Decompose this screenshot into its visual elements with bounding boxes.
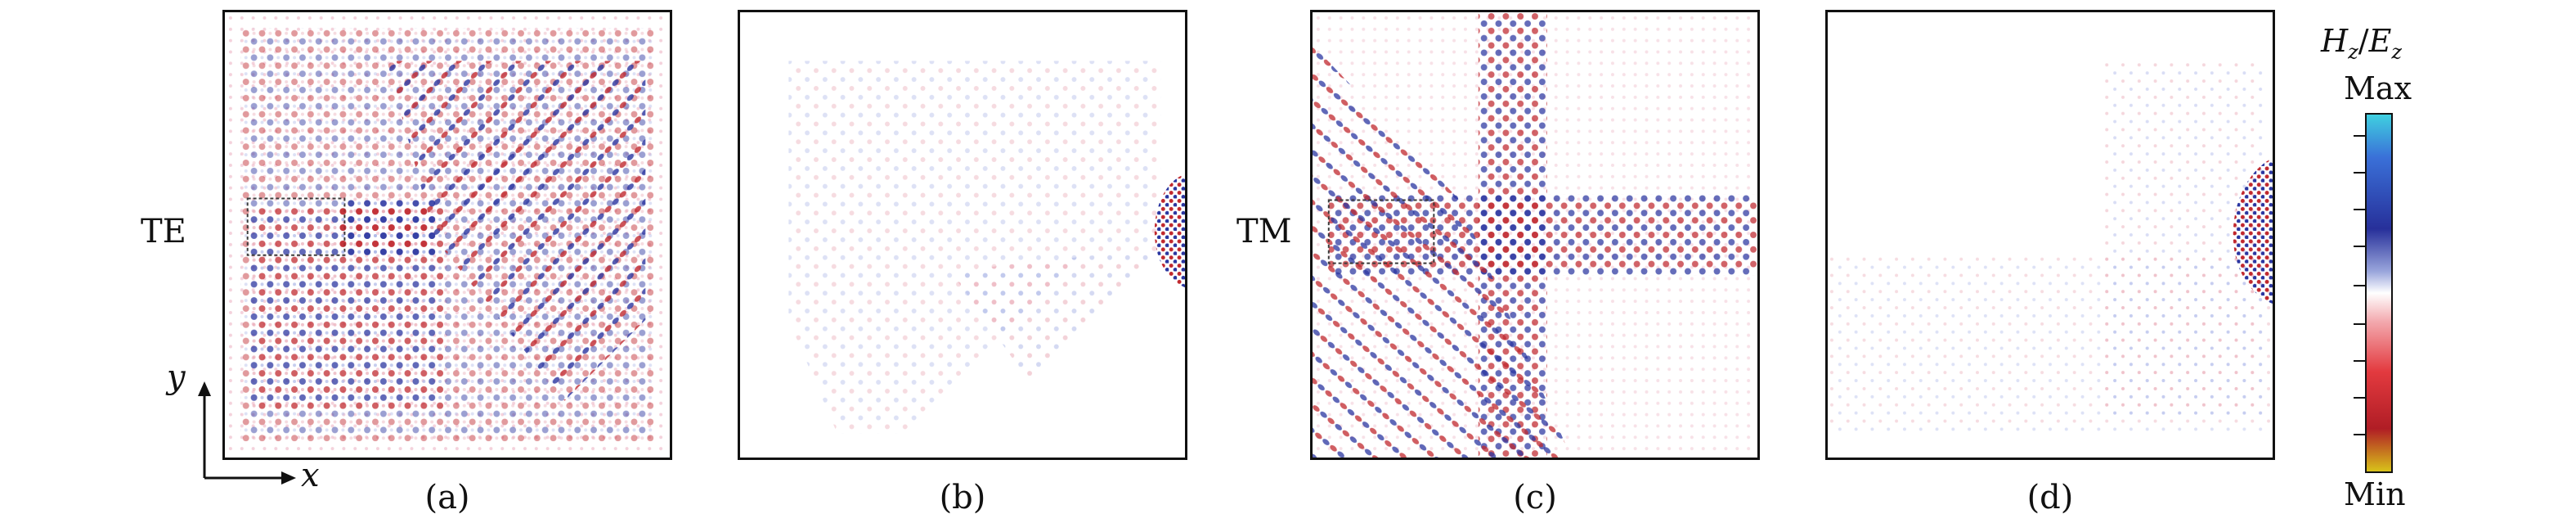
field-panel-a (222, 10, 672, 460)
colorbar-tick (2354, 360, 2365, 362)
colorbar-title-h: H (2321, 23, 2349, 59)
y-axis-label: y (167, 358, 186, 396)
panel-label-c: (c) (1513, 479, 1557, 516)
x-axis-label: x (301, 457, 320, 494)
colorbar-title: Hz/Ez (2321, 23, 2402, 64)
colorbar-tick (2354, 209, 2365, 210)
field-panel-c (1310, 10, 1760, 460)
x-axis-arrowhead (281, 471, 296, 485)
colorbar-max-label: Max (2344, 70, 2412, 106)
colorbar-tick (2354, 434, 2365, 435)
panel-label-d: (d) (2026, 479, 2074, 516)
mode-label-te: TE (141, 213, 186, 250)
panel-label-a: (a) (424, 479, 470, 516)
colorbar-title-h-sub: z (2348, 40, 2358, 64)
colorbar-min-label: Min (2344, 476, 2406, 512)
colorbar-tick (2354, 285, 2365, 286)
colorbar-title-sep: / (2358, 23, 2369, 59)
axes-indicator (198, 381, 296, 485)
colorbar-tick (2354, 323, 2365, 325)
y-axis-arrowhead (198, 381, 211, 396)
colorbar-tick (2354, 172, 2365, 174)
panel-label-b: (b) (939, 479, 986, 516)
colorbar-tick (2354, 397, 2365, 399)
colorbar-title-e: E (2368, 23, 2392, 59)
field-panel-b (738, 10, 1187, 460)
colorbar-tick (2354, 135, 2365, 137)
field-panel-d (1825, 10, 2275, 460)
mode-label-tm: TM (1236, 213, 1292, 250)
colorbar-tick (2354, 246, 2365, 247)
colorbar (2365, 113, 2393, 473)
colorbar-title-e-sub: z (2391, 40, 2403, 64)
